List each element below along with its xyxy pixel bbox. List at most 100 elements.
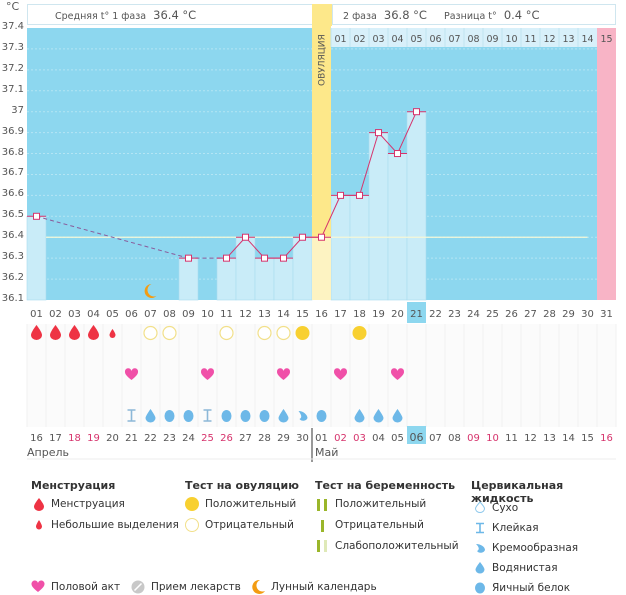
legend-fluid-creamy: Кремообразная bbox=[492, 542, 579, 554]
temperature-bar bbox=[368, 132, 389, 301]
fluid-sticky-icon bbox=[476, 522, 484, 534]
bbt-chart: ОВУЛЯЦИЯ 01 02 03 04 05 06 07 08 09 10 11 12 13 14 15 01… bbox=[26, 4, 617, 462]
intercourse-heart-icon bbox=[390, 368, 405, 380]
temperature-point bbox=[33, 212, 40, 220]
phase2-value: 36.8 °C bbox=[383, 8, 427, 22]
temperature-point bbox=[223, 254, 230, 262]
top-day-label: 04 bbox=[391, 34, 403, 45]
calendar-date-label: 19 bbox=[87, 433, 100, 444]
fluid-eggwhite-icon bbox=[240, 410, 251, 422]
calendar-date-label: 16 bbox=[600, 433, 613, 444]
legend-medication: Прием лекарств bbox=[151, 581, 241, 593]
next-period-column bbox=[597, 28, 616, 300]
fluid-eggwhite-icon bbox=[316, 410, 327, 422]
moon-icon bbox=[144, 284, 157, 298]
pregnancy-positive-icon-bar1 bbox=[317, 499, 320, 511]
calendar-date-label: 27 bbox=[239, 433, 252, 444]
y-tick-label: 36.7 bbox=[1, 167, 24, 179]
y-tick-label: 36.1 bbox=[1, 293, 24, 304]
cycle-day-label: 09 bbox=[182, 309, 195, 320]
calendar-date-label: 02 bbox=[334, 433, 347, 444]
cycle-day-label: 13 bbox=[258, 309, 271, 320]
fluid-watery-icon bbox=[475, 562, 485, 574]
moon-icon bbox=[252, 579, 265, 594]
ovulation-test-negative-icon bbox=[219, 325, 234, 341]
ovulation-test-positive-icon bbox=[295, 326, 310, 340]
fluid-watery-icon bbox=[278, 409, 289, 423]
temperature-line-segment bbox=[36, 215, 189, 259]
fluid-eggwhite-icon bbox=[259, 410, 270, 422]
cycle-day-label: 10 bbox=[201, 309, 214, 320]
calendar-date-label: 14 bbox=[562, 433, 575, 444]
menstruation-drop-icon bbox=[31, 325, 42, 340]
cycle-day-label: 31 bbox=[600, 309, 613, 320]
fluid-creamy-icon bbox=[476, 544, 485, 553]
calendar-date-label: 11 bbox=[505, 433, 518, 444]
cycle-day-label: 22 bbox=[429, 309, 442, 320]
diff-value: 0.4 °C bbox=[503, 8, 540, 22]
fluid-watery-icon bbox=[145, 409, 156, 423]
legend-ovulation-title: Тест на овуляцию bbox=[185, 479, 299, 492]
cycle-day-label: 11 bbox=[220, 309, 233, 320]
legend-fluid-sticky: Клейкая bbox=[492, 522, 539, 534]
cycle-day-label: 20 bbox=[391, 309, 404, 320]
spotting-drop-icon bbox=[36, 520, 42, 530]
ovulation-positive-icon bbox=[185, 497, 199, 511]
intercourse-heart-icon bbox=[124, 368, 139, 380]
calendar-date-label: 26 bbox=[220, 433, 233, 444]
legend-pregnancy-title: Тест на беременность bbox=[315, 479, 456, 492]
menstruation-drop-icon bbox=[34, 498, 44, 511]
diff-label: Разница t° bbox=[444, 11, 497, 22]
legend-fluid-eggwhite: Яичный белок bbox=[492, 582, 571, 594]
calendar-date-label: 20 bbox=[106, 433, 119, 444]
top-day-label: 12 bbox=[543, 34, 555, 45]
calendar-date-label: 12 bbox=[524, 433, 537, 444]
top-day-label: 02 bbox=[353, 34, 365, 45]
top-day-label: 09 bbox=[486, 34, 498, 45]
cycle-day-label: 27 bbox=[524, 309, 537, 320]
phase2-label: 2 фаза bbox=[343, 11, 377, 22]
y-tick-label: 37.3 bbox=[1, 41, 24, 53]
today-highlight bbox=[407, 426, 426, 444]
y-tick-label: 37.2 bbox=[1, 62, 24, 74]
cycle-day-label: 02 bbox=[49, 309, 62, 320]
fluid-eggwhite-icon bbox=[164, 410, 175, 422]
legend-menstruation-title: Менструация bbox=[31, 479, 116, 492]
pregnancy-positive-icon-bar2 bbox=[324, 499, 327, 511]
temperature-point bbox=[299, 233, 306, 241]
temperature-bar bbox=[349, 195, 370, 301]
temperature-point bbox=[413, 108, 420, 116]
calendar-date-label: 07 bbox=[429, 433, 442, 444]
y-tick-label: 36.9 bbox=[1, 125, 24, 137]
temperature-bar bbox=[26, 216, 47, 301]
y-tick-label: 37.1 bbox=[1, 83, 24, 95]
calendar-date-label: 22 bbox=[144, 433, 157, 444]
y-tick-label: 36.6 bbox=[1, 188, 24, 200]
calendar-date-label: 15 bbox=[581, 433, 594, 444]
cycle-day-label: 30 bbox=[581, 309, 594, 320]
calendar-date-label: 28 bbox=[258, 433, 271, 444]
temperature-bar bbox=[387, 153, 408, 301]
calendar-date-label: 25 bbox=[201, 433, 214, 444]
temperature-point bbox=[394, 150, 401, 158]
ovulation-test-negative-icon bbox=[143, 325, 158, 341]
top-day-label: 01 bbox=[334, 34, 346, 45]
temperature-point bbox=[356, 191, 363, 199]
fluid-watery-icon bbox=[354, 409, 365, 423]
intercourse-heart-icon bbox=[31, 580, 45, 592]
month-label-april: Апрель bbox=[27, 446, 69, 459]
phase1-summary: Средняя t° 1 фаза 36.4 °C bbox=[27, 4, 313, 25]
temperature-point bbox=[185, 254, 192, 262]
temperature-point bbox=[242, 233, 249, 241]
ovulation-test-negative-icon bbox=[276, 325, 291, 341]
calendar-date-label: 21 bbox=[125, 433, 138, 444]
top-day-label: 15 bbox=[600, 34, 612, 45]
calendar-date-label: 05 bbox=[391, 433, 404, 444]
y-tick-label: 36.5 bbox=[1, 209, 24, 221]
legend-fluid-title: Цервикальная жидкость bbox=[471, 479, 564, 505]
temperature-bar bbox=[406, 111, 427, 301]
legend-pregnancy-negative: Отрицательный bbox=[335, 519, 424, 531]
calendar-date-label: 30 bbox=[296, 433, 309, 444]
legend-ovulation-positive: Положительный bbox=[205, 498, 297, 510]
phase2-summary: 2 фаза 36.8 °C Разница t° 0.4 °C bbox=[332, 4, 616, 25]
